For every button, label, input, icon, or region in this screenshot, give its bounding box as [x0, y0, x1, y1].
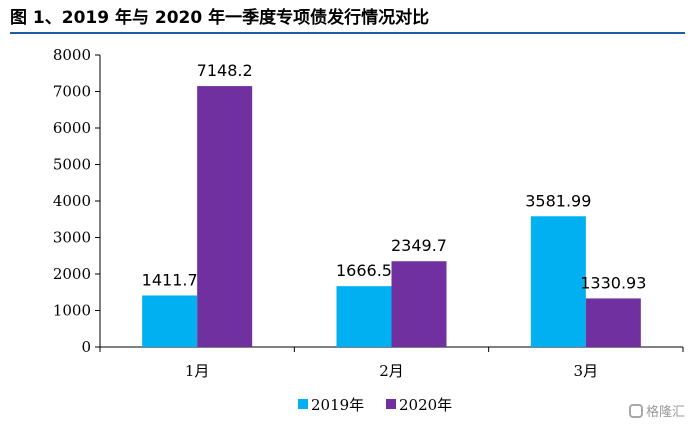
bar-2020年-2月: [391, 261, 447, 347]
y-tick-label: 7000: [53, 83, 91, 101]
data-label: 7148.2: [197, 61, 253, 80]
data-label: 1411.7: [142, 270, 198, 289]
data-label: 1666.5: [336, 261, 392, 280]
data-label: 3581.99: [525, 191, 591, 210]
bar-2019年-3月: [530, 216, 586, 347]
y-tick-label: 5000: [53, 156, 91, 174]
data-label: 1330.93: [580, 273, 646, 292]
chart-title: 图 1、2019 年与 2020 年一季度专项债发行情况对比: [10, 8, 430, 28]
legend-label: 2019年: [311, 396, 364, 414]
data-label: 2349.7: [391, 236, 447, 255]
y-tick-label: 6000: [53, 119, 91, 137]
watermark-logo-icon: [628, 403, 643, 418]
y-tick-label: 1000: [53, 302, 91, 320]
y-tick-label: 0: [81, 338, 91, 356]
bar-2020年-3月: [585, 298, 641, 347]
bar-2019年-1月: [142, 295, 198, 347]
legend-swatch: [298, 399, 308, 409]
bar-2019年-2月: [336, 286, 392, 347]
watermark-text: 格隆汇: [645, 405, 685, 420]
x-tick-label: 3月: [574, 362, 599, 380]
y-tick-label: 8000: [53, 46, 91, 64]
y-tick-label: 3000: [53, 229, 91, 247]
x-tick-label: 1月: [185, 362, 210, 380]
legend-swatch: [386, 399, 396, 409]
title-rule: [10, 32, 685, 34]
x-tick-label: 2月: [379, 362, 404, 380]
y-tick-label: 4000: [53, 192, 91, 210]
bar-2020年-1月: [197, 86, 253, 347]
y-tick-label: 2000: [53, 265, 91, 283]
watermark: 格隆汇: [628, 401, 685, 420]
legend-label: 2020年: [399, 396, 452, 414]
